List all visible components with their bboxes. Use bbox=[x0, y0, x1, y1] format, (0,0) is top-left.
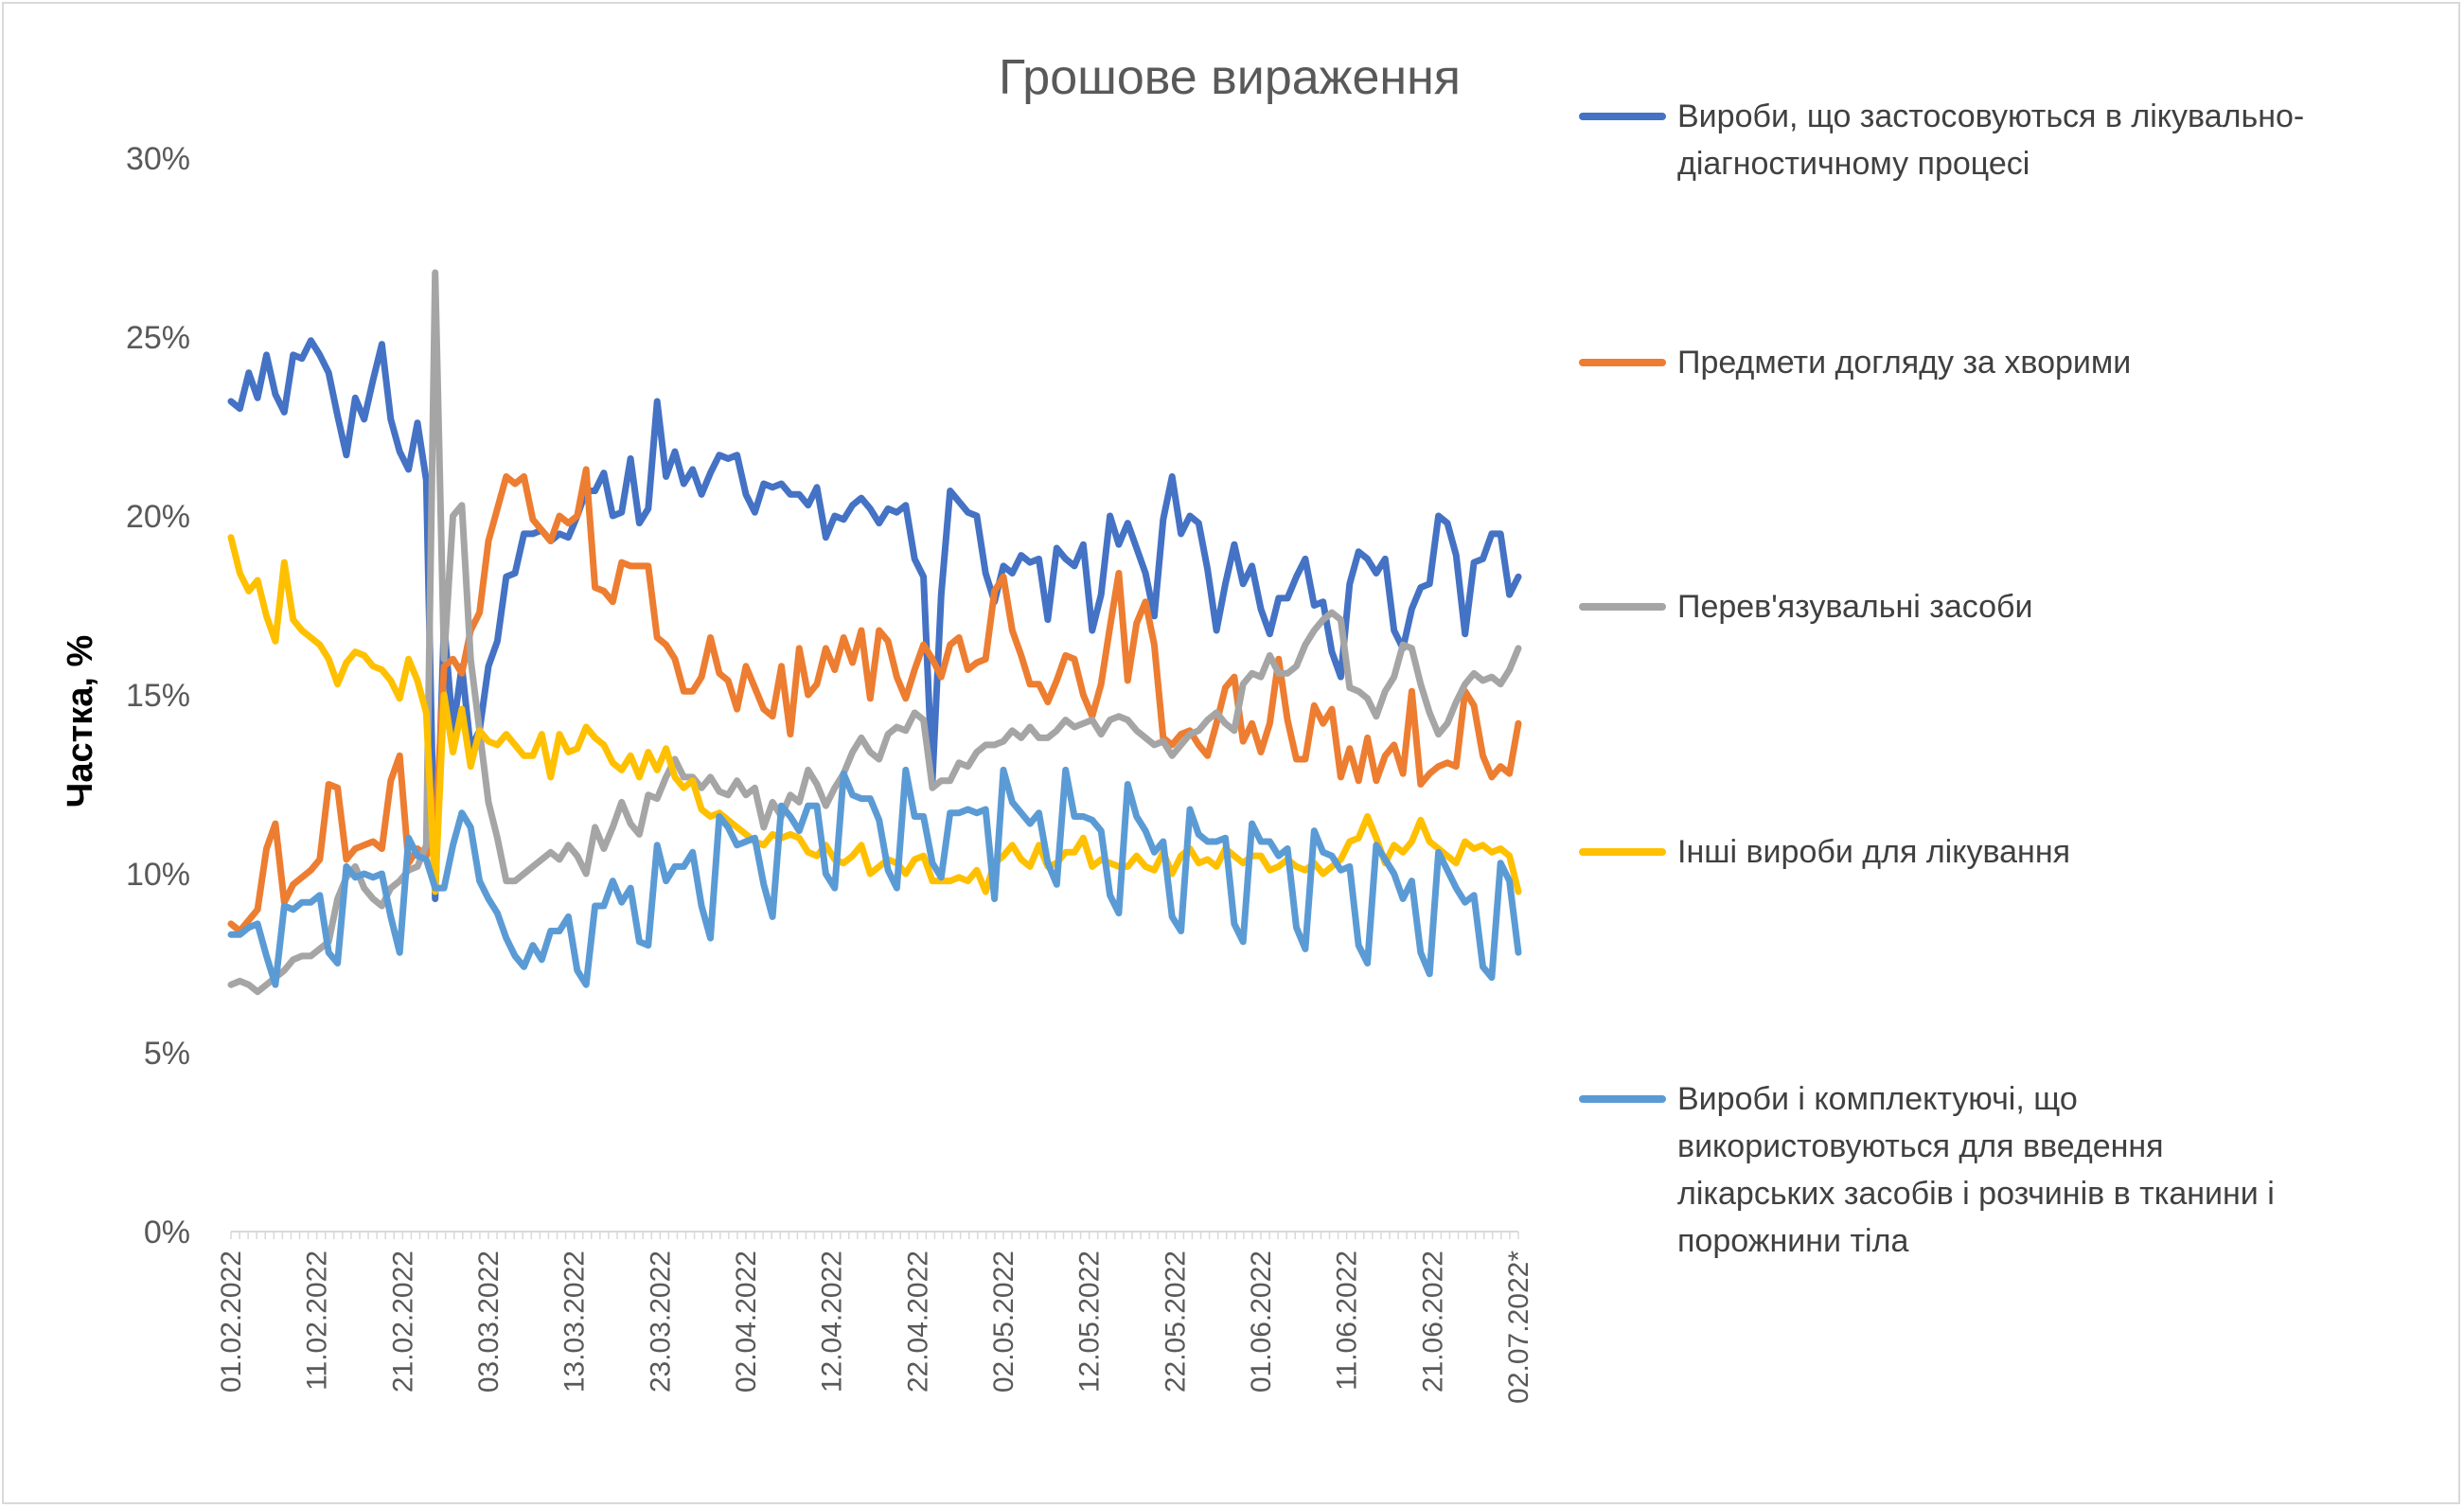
y-tick-label: 30% bbox=[126, 141, 190, 177]
legend-item-2: Предмети догляду за хворими bbox=[1579, 345, 2131, 381]
y-tick-label: 25% bbox=[126, 320, 190, 356]
legend-label: Предмети догляду за хворими bbox=[1677, 345, 2131, 381]
series-line-2 bbox=[227, 466, 1522, 934]
legend-item-1: Вироби, що застосовуються в лікувально-д… bbox=[1579, 98, 2304, 182]
x-tick-label: 11.02.2022 bbox=[302, 1251, 333, 1391]
x-tick-label: 22.05.2022 bbox=[1160, 1251, 1191, 1393]
x-tick-label: 22.04.2022 bbox=[902, 1251, 933, 1393]
x-tick-label: 13.03.2022 bbox=[559, 1251, 591, 1393]
x-tick-label: 01.02.2022 bbox=[216, 1251, 247, 1393]
series-line-5 bbox=[227, 766, 1522, 988]
x-tick-label: 02.07.2022* bbox=[1503, 1251, 1534, 1404]
legend-label: Вироби, що застосовуються в лікувально-д… bbox=[1677, 98, 2304, 182]
y-tick-label: 5% bbox=[144, 1036, 190, 1072]
y-tick-label: 0% bbox=[144, 1215, 190, 1251]
legend-item-3: Перев'язувальні засоби bbox=[1579, 589, 2033, 625]
y-tick-label: 10% bbox=[126, 857, 190, 893]
series-lines bbox=[227, 269, 1522, 996]
x-tick-label: 21.02.2022 bbox=[387, 1251, 418, 1393]
x-tick-label: 12.04.2022 bbox=[817, 1251, 848, 1393]
x-tick-label: 12.05.2022 bbox=[1074, 1251, 1106, 1393]
x-tick-label: 21.06.2022 bbox=[1417, 1251, 1448, 1393]
legend: Вироби, що застосовуються в лікувально-д… bbox=[1579, 98, 2304, 1259]
x-tick-label: 02.05.2022 bbox=[988, 1251, 1019, 1393]
y-axis-ticks: 0% 5% 10% 15% 20% 25% 30% bbox=[126, 141, 190, 1251]
x-tick-label: 03.03.2022 bbox=[473, 1251, 505, 1393]
legend-label: Перев'язувальні засоби bbox=[1677, 589, 2033, 625]
x-tick-label: 11.06.2022 bbox=[1332, 1251, 1363, 1391]
legend-label: Інші вироби для лікування bbox=[1677, 834, 2070, 870]
series-line-4 bbox=[227, 534, 1522, 896]
y-axis-label: Частка, % bbox=[61, 635, 100, 808]
y-tick-label: 15% bbox=[126, 678, 190, 714]
x-tick-label: 23.03.2022 bbox=[645, 1251, 676, 1393]
x-axis: 01.02.2022 11.02.2022 21.02.2022 03.03.2022… bbox=[216, 1231, 1534, 1404]
chart-title: Грошове вираження bbox=[999, 50, 1461, 105]
x-tick-label: 02.04.2022 bbox=[731, 1251, 762, 1393]
y-tick-label: 20% bbox=[126, 499, 190, 535]
line-chart: Грошове вираження Частка, % 0% 5% 10% 15% 20… bbox=[61, 50, 2304, 1404]
legend-item-5: Вироби і комплектуючі, що використовуютьс… bbox=[1579, 1081, 2275, 1259]
legend-label: Вироби і комплектуючі, що використовуютьс… bbox=[1677, 1081, 2275, 1259]
x-tick-label: 01.06.2022 bbox=[1246, 1251, 1277, 1393]
legend-item-4: Інші вироби для лікування bbox=[1579, 834, 2070, 870]
series-line-3 bbox=[227, 269, 1522, 996]
